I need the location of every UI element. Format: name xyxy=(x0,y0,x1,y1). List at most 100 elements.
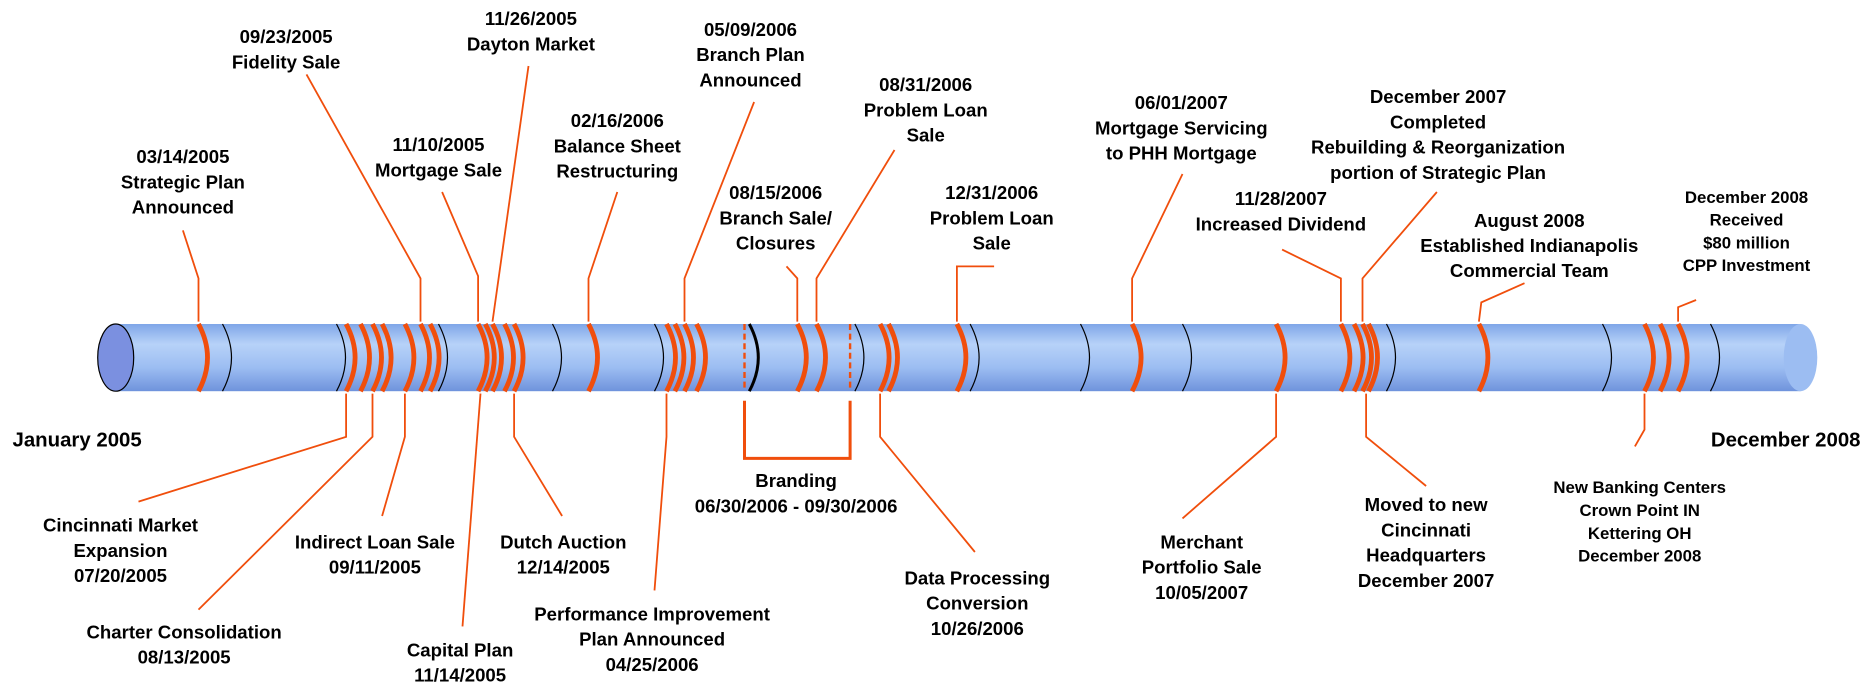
ring xyxy=(795,322,809,393)
tube xyxy=(115,324,1801,392)
event-label: August 2008 xyxy=(1474,210,1585,231)
event-label: Conversion xyxy=(926,593,1028,614)
ring xyxy=(1642,322,1656,393)
connector xyxy=(381,393,406,517)
connector xyxy=(461,393,482,627)
event-label: 11/28/2007 xyxy=(1235,188,1327,209)
event-label: Kettering OH xyxy=(1588,524,1692,543)
connector xyxy=(305,73,422,322)
event-label: 04/25/2006 xyxy=(606,654,699,675)
ring xyxy=(343,322,358,393)
event-label: Established Indianapolis xyxy=(1420,235,1638,256)
connector xyxy=(1131,173,1184,322)
tube-end xyxy=(1783,324,1818,392)
event-label: Increased Dividend xyxy=(1196,213,1367,234)
event-label: 08/15/2006 xyxy=(729,182,822,203)
ring xyxy=(672,322,687,393)
ring xyxy=(418,322,432,393)
event-label: Sale xyxy=(973,233,1011,254)
event-label: Announced xyxy=(699,69,801,90)
event-label: 10/26/2006 xyxy=(931,618,1024,639)
ring xyxy=(475,322,490,393)
event-label: Headquarters xyxy=(1366,545,1486,566)
connector xyxy=(182,230,200,322)
ring xyxy=(854,323,865,392)
event-label: 08/13/2005 xyxy=(138,647,231,668)
ring xyxy=(1709,323,1720,392)
ring xyxy=(1601,323,1612,392)
tube-cap xyxy=(97,323,135,392)
ring xyxy=(1129,322,1144,393)
rings xyxy=(196,322,1720,393)
ring xyxy=(1338,322,1353,393)
connectors xyxy=(138,65,1697,627)
ring xyxy=(1273,322,1288,393)
event-label: Branch Sale/ xyxy=(719,207,832,228)
event-label: Cincinnati Market xyxy=(43,515,198,536)
connector xyxy=(1281,248,1342,322)
event-label: 09/23/2005 xyxy=(240,26,333,47)
ring xyxy=(437,323,448,392)
event-label: Restructuring xyxy=(556,161,678,182)
event-label: Sale xyxy=(907,125,945,146)
ring xyxy=(747,323,760,392)
connector xyxy=(138,393,347,503)
ring xyxy=(954,322,969,393)
ring xyxy=(1385,323,1396,392)
connector xyxy=(513,393,563,517)
ring xyxy=(1079,323,1090,392)
connector xyxy=(815,149,896,322)
event-label: 05/09/2006 xyxy=(704,19,797,40)
connector xyxy=(491,65,530,322)
event-label: 06/30/2006 - 09/30/2006 xyxy=(695,495,898,516)
connector xyxy=(1361,191,1438,322)
event-label: 11/14/2005 xyxy=(414,665,506,684)
event-label: Mortgage Servicing xyxy=(1095,117,1268,138)
event-label: Portfolio Sale xyxy=(1142,557,1262,578)
ring xyxy=(664,322,678,393)
event-label: 12/14/2005 xyxy=(517,557,610,578)
event-label: Plan Announced xyxy=(579,629,725,650)
event-label: 08/31/2006 xyxy=(879,74,972,95)
event-label: 11/26/2005 xyxy=(485,8,577,29)
ring xyxy=(402,322,417,393)
event-label: Problem Loan xyxy=(864,99,988,120)
event-label: Closures xyxy=(736,233,816,254)
ring xyxy=(490,322,504,393)
event-label: to PHH Mortgage xyxy=(1106,143,1257,164)
event-label: December 2008 xyxy=(1685,188,1808,207)
event-label: 12/31/2006 xyxy=(945,182,1038,203)
ring xyxy=(1675,322,1690,393)
ring xyxy=(511,322,526,393)
ring xyxy=(1181,323,1192,392)
event-label: Rebuilding & Reorganization xyxy=(1311,137,1565,158)
start-label: January 2005 xyxy=(13,429,142,451)
connector xyxy=(1365,393,1427,487)
event-label: Problem Loan xyxy=(930,207,1054,228)
ring xyxy=(1366,322,1380,393)
ring xyxy=(969,323,980,392)
ring xyxy=(370,322,384,393)
event-label: Commercial Team xyxy=(1450,260,1609,281)
event-label: Performance Improvement xyxy=(534,603,770,624)
ring xyxy=(1360,322,1374,393)
ring xyxy=(427,322,442,393)
ring xyxy=(653,323,664,392)
connector xyxy=(197,393,374,611)
event-label: Cincinnati xyxy=(1381,519,1471,540)
ring xyxy=(551,323,562,392)
connector xyxy=(1478,282,1525,322)
event-label: December 2008 xyxy=(1578,547,1701,566)
ring xyxy=(1476,322,1491,393)
event-label: portion of Strategic Plan xyxy=(1330,162,1546,183)
event-label: Moved to new xyxy=(1365,494,1488,515)
event-label: Indirect Loan Sale xyxy=(295,531,455,552)
ring xyxy=(221,323,232,392)
event-label: Received xyxy=(1710,211,1784,230)
event-label: Charter Consolidation xyxy=(86,621,281,642)
ring xyxy=(694,322,708,393)
connector xyxy=(683,101,755,322)
ring xyxy=(335,323,346,392)
